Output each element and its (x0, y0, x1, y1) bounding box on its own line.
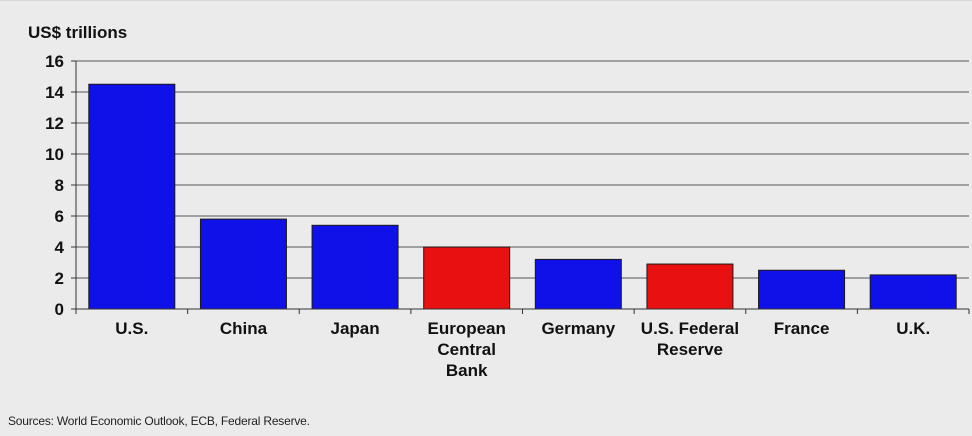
y-tick-label: 12 (45, 114, 64, 133)
x-category-label: China (220, 319, 268, 338)
x-category-label-line: U.S. (115, 319, 148, 338)
x-category-label-line: Japan (330, 319, 379, 338)
x-category-label: U.K. (896, 319, 930, 338)
bar (869, 274, 957, 310)
source-note: Sources: World Economic Outlook, ECB, Fe… (8, 414, 310, 428)
x-category-label: U.S. (115, 319, 148, 338)
x-category-label-line: Reserve (657, 340, 723, 359)
x-category-label-line: U.S. Federal (641, 319, 739, 338)
y-tick-label: 0 (55, 300, 64, 319)
bar (311, 224, 399, 310)
bar (758, 269, 846, 310)
x-category-label: France (774, 319, 830, 338)
y-tick-label: 4 (55, 238, 65, 257)
y-unit-label: US$ trillions (28, 23, 127, 42)
y-tick-label: 14 (45, 83, 64, 102)
x-category-label: European Central Bank (427, 319, 505, 380)
bar (646, 263, 734, 310)
y-tick-label: 2 (55, 269, 64, 288)
x-category-label-line: European (427, 319, 505, 338)
x-category-label-line: France (774, 319, 830, 338)
y-tick-label: 8 (55, 176, 64, 195)
y-tick-label: 6 (55, 207, 64, 226)
x-category-label-line: Bank (446, 361, 488, 380)
bar (88, 83, 176, 310)
x-category-label-line: Central (437, 340, 496, 359)
x-category-label-line: Germany (541, 319, 615, 338)
bar (423, 246, 511, 310)
y-tick-label: 16 (45, 52, 64, 71)
x-category-label: Japan (330, 319, 379, 338)
x-category-label-line: China (220, 319, 268, 338)
bar (199, 218, 287, 310)
x-category-label: U.S. Federal Reserve (641, 319, 739, 359)
x-category-label: Germany (541, 319, 615, 338)
bar (534, 258, 622, 310)
y-tick-label: 10 (45, 145, 64, 164)
x-category-label-line: U.K. (896, 319, 930, 338)
